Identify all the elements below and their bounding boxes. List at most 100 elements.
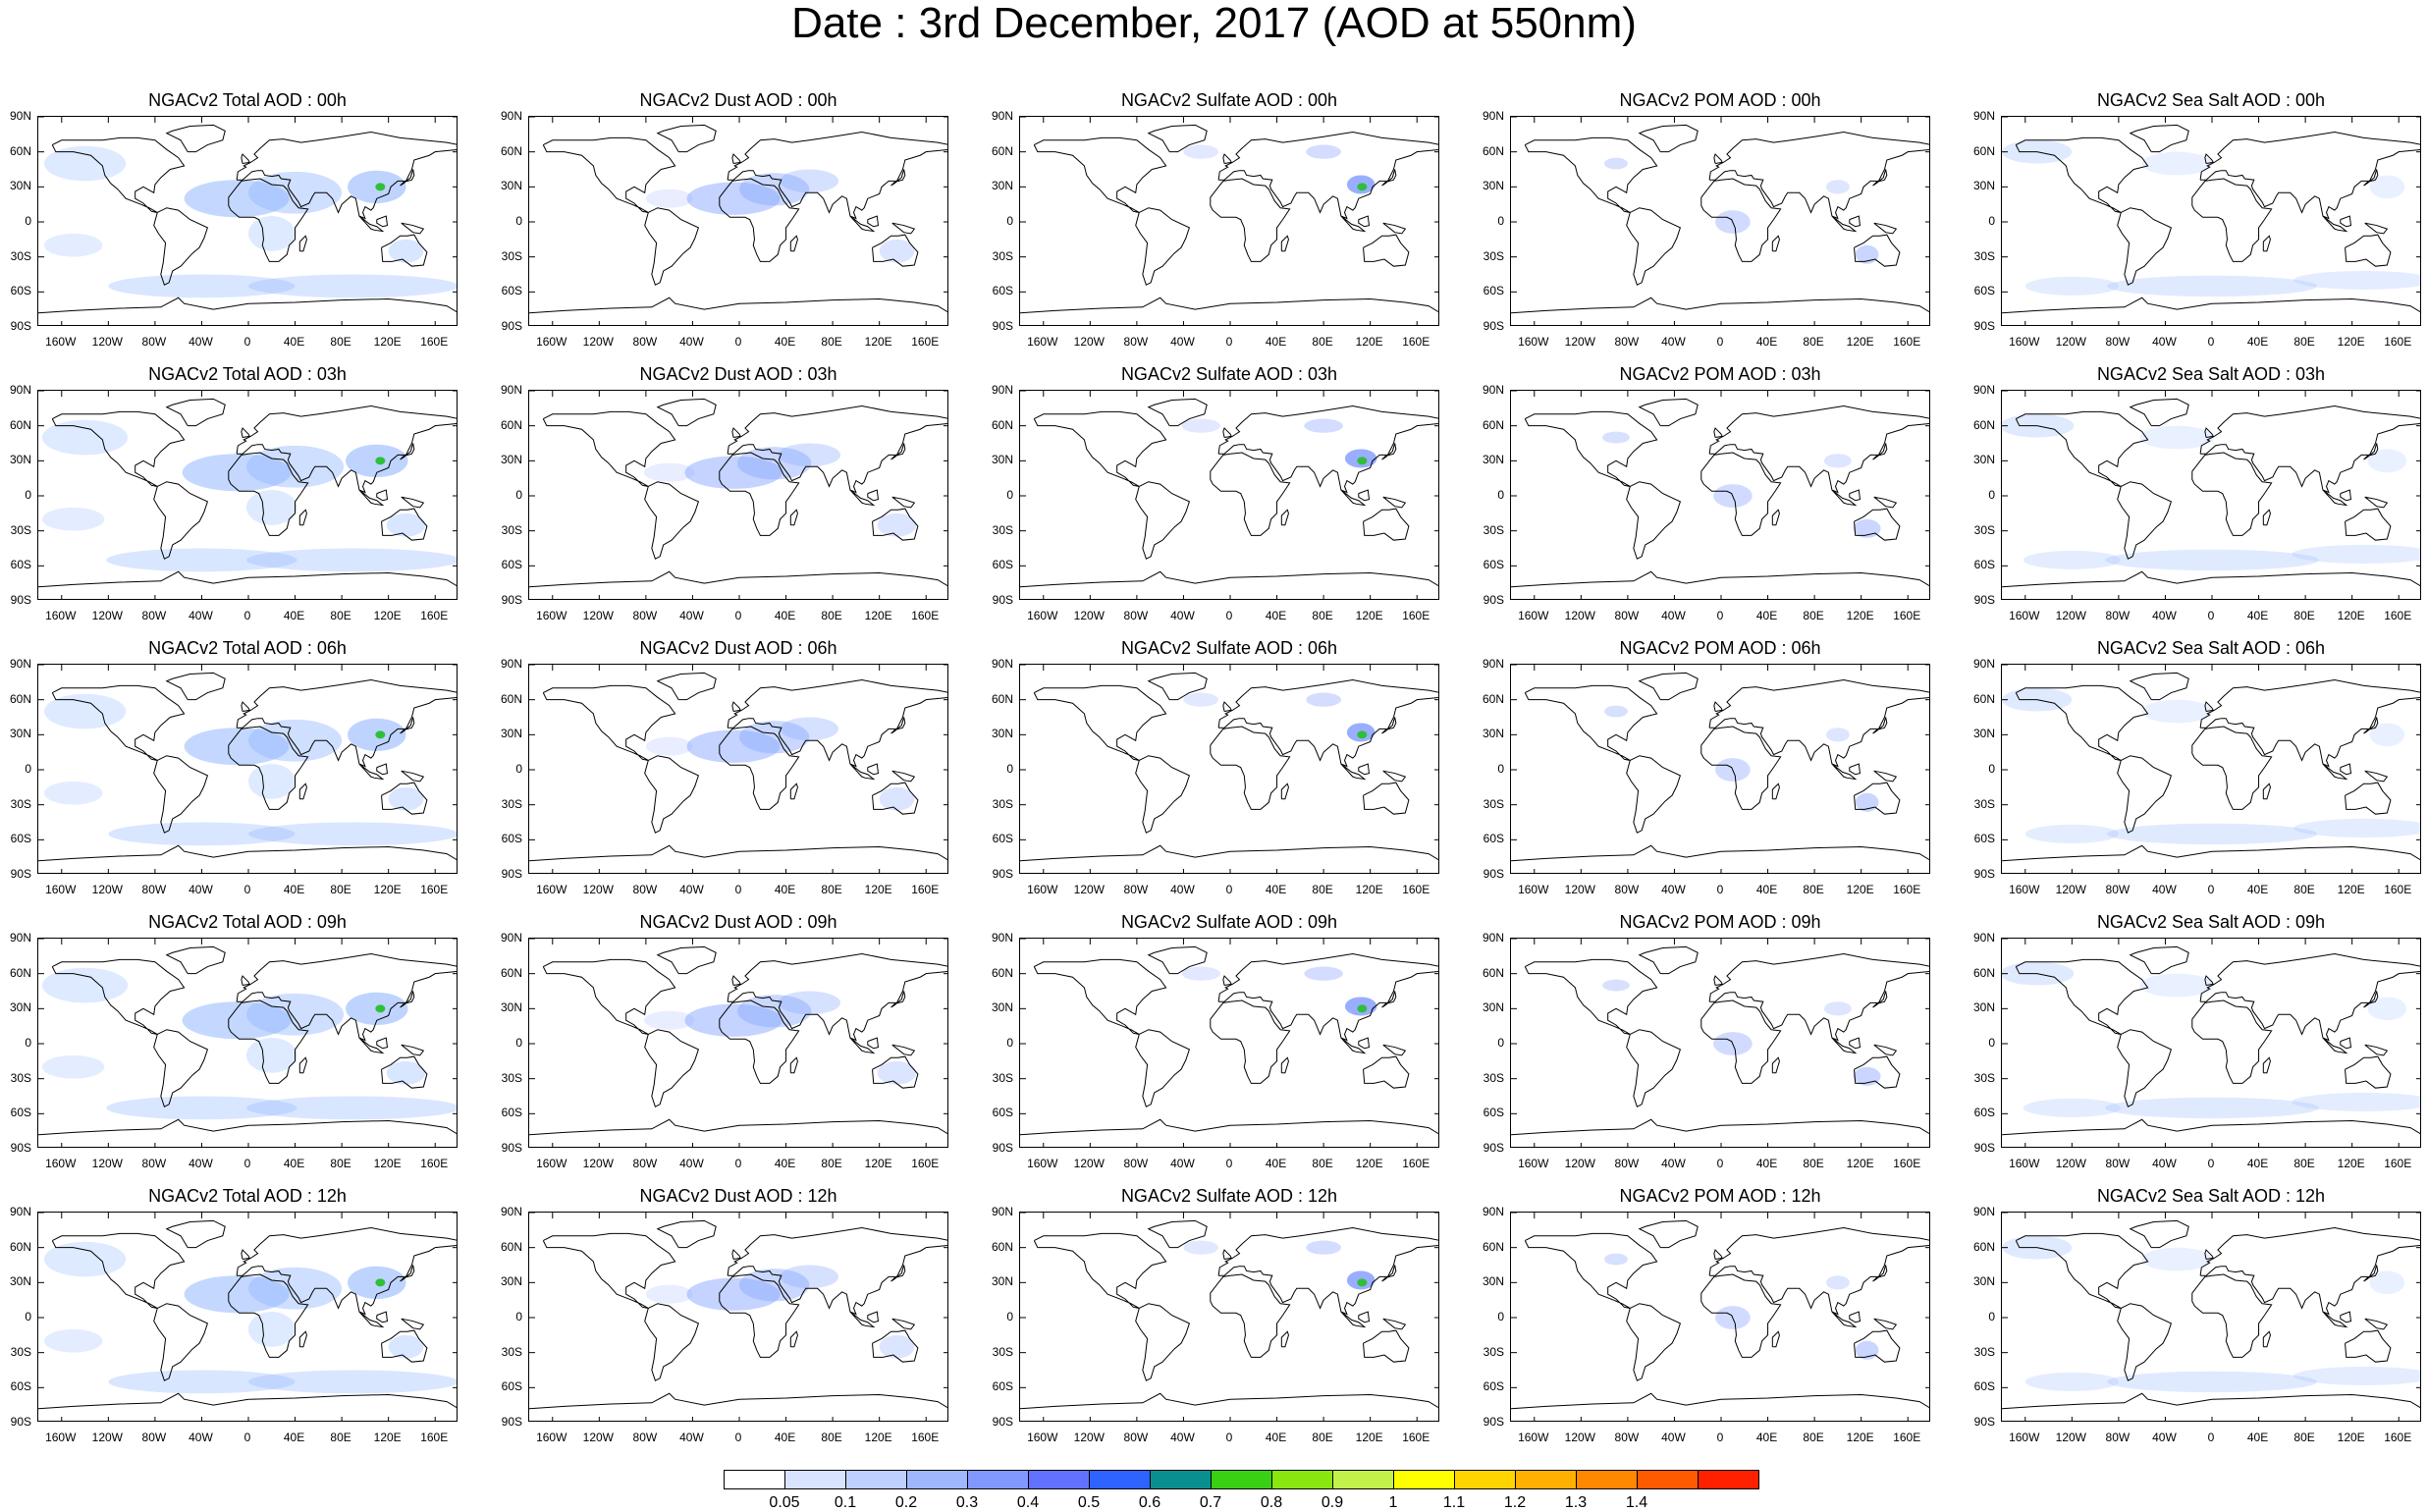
lat-label: 30S bbox=[10, 1344, 31, 1359]
coastline bbox=[656, 1219, 717, 1249]
lon-label: 40E bbox=[774, 883, 796, 896]
coastline bbox=[2322, 1311, 2348, 1328]
colorbar-tick-label: 0.05 bbox=[769, 1494, 800, 1511]
lon-label: 120E bbox=[864, 609, 892, 622]
world-map bbox=[1511, 1213, 1929, 1421]
coastline bbox=[1700, 999, 1782, 1084]
lat-label: 30S bbox=[1973, 1344, 1995, 1359]
lat-label: 90S bbox=[1483, 593, 1504, 607]
coastline bbox=[1708, 952, 1929, 1042]
coastline bbox=[1708, 678, 1929, 768]
map-frame bbox=[1019, 938, 1439, 1148]
coastline bbox=[2322, 1037, 2348, 1054]
lat-label: 60N bbox=[1972, 965, 1995, 980]
coastline bbox=[2363, 443, 2379, 460]
coastline bbox=[1135, 1303, 1191, 1381]
lon-label: 80E bbox=[330, 1431, 351, 1444]
high-aod-spot bbox=[375, 457, 386, 465]
lon-label: 80W bbox=[632, 1431, 658, 1444]
colorbar-swatch bbox=[1211, 1470, 1272, 1489]
lat-label: 60N bbox=[500, 417, 522, 432]
lat-label: 30N bbox=[1972, 453, 1995, 467]
coastline bbox=[1210, 452, 1291, 536]
aod-region bbox=[877, 1060, 917, 1085]
coastline bbox=[241, 975, 250, 987]
coastline bbox=[2191, 178, 2273, 262]
coastline bbox=[1363, 508, 1410, 541]
lon-label: 160W bbox=[1518, 883, 1549, 896]
lat-label: 0 bbox=[1497, 1036, 1504, 1050]
lon-label: 120W bbox=[1073, 609, 1105, 622]
coastline bbox=[153, 1303, 209, 1381]
colorbar-tick-label: 0.6 bbox=[1138, 1494, 1161, 1511]
map-frame bbox=[1019, 390, 1439, 600]
coastline bbox=[1638, 124, 1699, 153]
lat-label: 60S bbox=[992, 1106, 1013, 1120]
lon-label: 120E bbox=[1355, 883, 1383, 896]
aod-region bbox=[2024, 1372, 2119, 1391]
lat-label: 30N bbox=[9, 179, 31, 193]
panel-title: NGACv2 Total AOD : 06h bbox=[148, 638, 347, 658]
coastline bbox=[381, 782, 428, 815]
high-aod-spot bbox=[1357, 1278, 1368, 1287]
lat-label: 90S bbox=[1483, 1141, 1504, 1155]
aod-region bbox=[1855, 1340, 1879, 1360]
coastline bbox=[298, 783, 307, 800]
lon-label: 120W bbox=[1564, 335, 1595, 349]
lat-label: 60S bbox=[501, 832, 522, 846]
lat-label: 60N bbox=[500, 965, 522, 980]
coastline bbox=[1363, 1329, 1410, 1363]
high-aod-spot bbox=[1357, 730, 1368, 739]
aod-region bbox=[2023, 1098, 2121, 1117]
coastline bbox=[529, 1392, 947, 1410]
coastline bbox=[1854, 508, 1901, 541]
aod-region bbox=[645, 1284, 693, 1304]
coastline bbox=[2204, 1249, 2214, 1261]
coastline bbox=[872, 1055, 919, 1089]
lat-label: 60N bbox=[1482, 417, 1504, 432]
coastline bbox=[1873, 496, 1898, 509]
map-frame bbox=[1510, 1212, 1930, 1422]
colorbar-tick-label: 1.4 bbox=[1625, 1494, 1648, 1511]
lat-label: 30S bbox=[992, 1344, 1013, 1359]
lon-label: 80E bbox=[1803, 1431, 1824, 1444]
aod-region bbox=[1855, 244, 1879, 264]
lon-label: 40W bbox=[1661, 883, 1686, 896]
map-frame bbox=[37, 116, 458, 326]
lat-label: 0 bbox=[515, 1036, 522, 1050]
map-frame bbox=[1019, 664, 1439, 874]
world-map bbox=[38, 1213, 457, 1421]
lon-label: 40E bbox=[774, 335, 796, 349]
lon-label: 120E bbox=[2337, 883, 2365, 896]
lon-label: 160E bbox=[911, 883, 940, 896]
lat-label: 60S bbox=[10, 1379, 31, 1394]
colorbar-swatch bbox=[1454, 1470, 1516, 1489]
lon-label: 120E bbox=[1846, 335, 1874, 349]
aod-region bbox=[1855, 792, 1879, 812]
coastline bbox=[2345, 508, 2392, 541]
colorbar-swatch bbox=[1150, 1470, 1212, 1489]
map-frame bbox=[37, 664, 458, 874]
coastline bbox=[2340, 1311, 2352, 1323]
lon-label: 0 bbox=[1225, 1431, 1233, 1444]
coastline bbox=[1849, 489, 1861, 502]
lat-label: 90S bbox=[10, 319, 31, 333]
panel-title: NGACv2 Dust AOD : 09h bbox=[639, 912, 837, 932]
coastline bbox=[867, 489, 880, 502]
coastline bbox=[1771, 509, 1780, 526]
aod-region bbox=[879, 786, 915, 811]
lon-label: 120E bbox=[1355, 609, 1383, 622]
aod-region bbox=[248, 822, 457, 846]
lon-label: 40E bbox=[2246, 1431, 2269, 1444]
coastline bbox=[2117, 207, 2173, 286]
coastline bbox=[1358, 1037, 1371, 1050]
figure-title: Date : 3rd December, 2017 (AOD at 550nm) bbox=[791, 0, 1637, 47]
lat-label: 90N bbox=[1482, 1205, 1504, 1218]
colorbar-swatch bbox=[1576, 1470, 1638, 1489]
coastline bbox=[38, 844, 457, 862]
aod-region bbox=[2293, 818, 2420, 837]
map-frame bbox=[528, 390, 948, 600]
high-aod-spot bbox=[375, 1278, 386, 1287]
aod-region bbox=[2139, 425, 2214, 450]
map-panel-dust-1: NGACv2 Dust AOD : 03h 90N 60N 30N 0 30S 60S 90S… bbox=[501, 364, 948, 621]
